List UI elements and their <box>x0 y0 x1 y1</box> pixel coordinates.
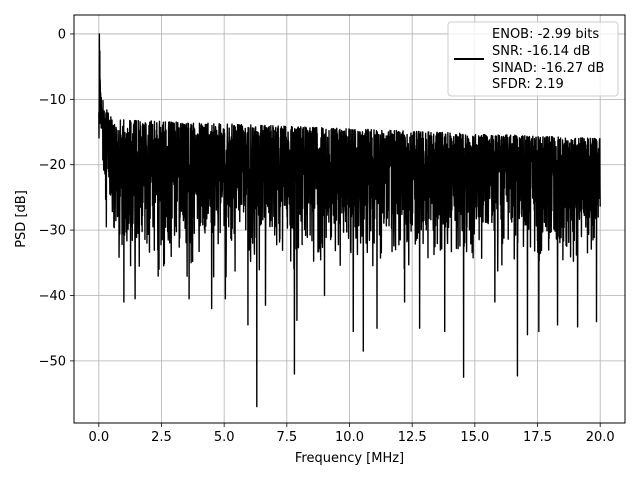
legend-line-sfdr: SFDR: 2.19 <box>492 77 564 92</box>
x-axis-label: Frequency [MHz] <box>295 451 404 466</box>
x-tick-label: 15.0 <box>460 430 489 445</box>
y-tick-label: −50 <box>39 354 66 369</box>
x-tick-label: 17.5 <box>523 430 552 445</box>
legend-box <box>447 21 619 97</box>
series-layer <box>98 33 601 408</box>
y-tick-label: −20 <box>39 158 66 173</box>
legend-line-snr: SNR: -16.14 dB <box>492 44 590 59</box>
psd-series-line <box>98 33 601 408</box>
x-tick-label: 0.0 <box>88 430 109 445</box>
x-tick-label: 5.0 <box>214 430 235 445</box>
y-tick-label: −40 <box>39 289 66 304</box>
y-axis-label: PSD [dB] <box>14 190 29 248</box>
x-tick-label: 20.0 <box>586 430 615 445</box>
y-axis: 0 −10 −20 −30 −40 −50 <box>39 27 74 369</box>
y-tick-label: −10 <box>39 93 66 108</box>
legend-line-sinad: SINAD: -16.27 dB <box>492 61 604 76</box>
y-tick-label: −30 <box>39 224 66 239</box>
x-tick-label: 2.5 <box>151 430 172 445</box>
x-tick-label: 10.0 <box>335 430 364 445</box>
y-tick-label: 0 <box>58 27 66 42</box>
x-tick-label: 12.5 <box>398 430 427 445</box>
x-tick-label: 7.5 <box>276 430 297 445</box>
legend: ENOB: -2.99 bits SNR: -16.14 dB SINAD: -… <box>447 21 619 97</box>
legend-line-enob: ENOB: -2.99 bits <box>492 27 599 42</box>
x-axis: 0.0 2.5 5.0 7.5 10.0 12.5 15.0 17.5 20.0 <box>88 423 615 445</box>
